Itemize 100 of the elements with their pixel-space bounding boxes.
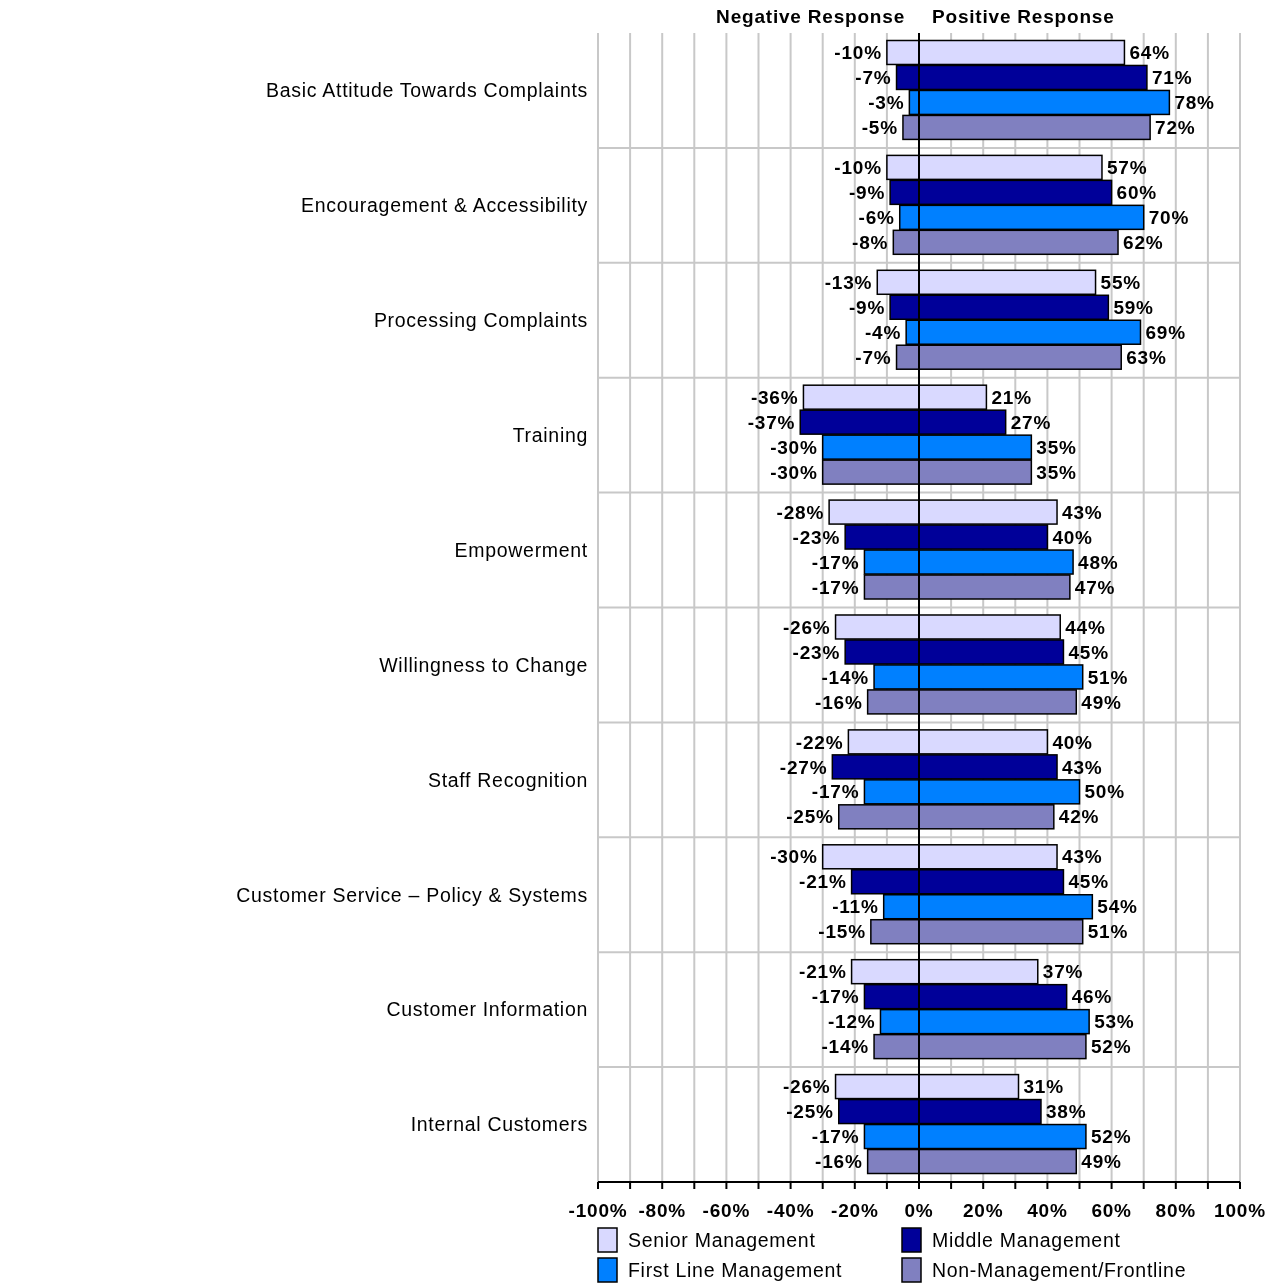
x-tick-label: 20% — [962, 1199, 1004, 1221]
data-label: 51% — [1087, 921, 1129, 943]
y-tick-label: Internal Customers — [410, 1113, 588, 1136]
data-label: -17% — [811, 576, 860, 598]
y-tick-label: Staff Recognition — [427, 768, 588, 791]
data-label: -3% — [868, 92, 905, 114]
data-label: 52% — [1090, 1126, 1132, 1148]
data-label: 51% — [1087, 666, 1129, 688]
data-label: -30% — [770, 846, 818, 868]
data-label: -16% — [815, 691, 863, 713]
data-label: -22% — [795, 731, 844, 753]
data-label: 70% — [1148, 206, 1190, 228]
data-label: 62% — [1123, 231, 1164, 253]
data-label: -14% — [821, 1036, 870, 1058]
x-tick-label: 80% — [1155, 1199, 1197, 1221]
data-label: 47% — [1074, 576, 1116, 598]
data-label: -17% — [811, 986, 860, 1008]
y-tick-label: Customer Service – Policy & Systems — [236, 883, 588, 906]
data-label: -28% — [776, 501, 825, 523]
data-label: -16% — [815, 1151, 863, 1173]
x-tick-label: -20% — [831, 1199, 879, 1221]
data-label: 72% — [1155, 117, 1196, 139]
data-label: 48% — [1078, 551, 1119, 573]
data-label: -17% — [811, 1126, 860, 1148]
data-label: 37% — [1042, 961, 1084, 983]
data-label: 44% — [1065, 616, 1106, 638]
x-tick-label: -60% — [702, 1199, 751, 1221]
data-label: 35% — [1036, 436, 1077, 458]
y-tick-label: Training — [512, 423, 588, 446]
data-label: 31% — [1023, 1076, 1064, 1098]
data-label: 69% — [1145, 321, 1186, 343]
legend-label: Non-Management/Frontline — [932, 1258, 1187, 1281]
data-label: -15% — [818, 921, 866, 943]
data-label: 54% — [1097, 896, 1138, 918]
data-label: -8% — [852, 231, 889, 253]
x-tick-label: 100% — [1214, 1199, 1266, 1221]
y-tick-label: Customer Information — [386, 998, 588, 1021]
data-label: 55% — [1100, 271, 1141, 293]
chart-title: Negative Response — [716, 5, 905, 27]
data-label: 40% — [1052, 526, 1093, 548]
data-label: 60% — [1116, 182, 1158, 204]
data-label: -14% — [821, 666, 870, 688]
data-label: -7% — [855, 67, 892, 89]
data-label: 64% — [1129, 42, 1170, 64]
data-label: 50% — [1084, 781, 1125, 803]
data-label: -37% — [747, 411, 796, 433]
data-label: -23% — [792, 526, 841, 548]
y-tick-label: Willingness to Change — [379, 653, 588, 676]
data-label: 45% — [1068, 641, 1109, 663]
data-label: 38% — [1045, 1101, 1087, 1123]
data-label: -7% — [855, 346, 892, 368]
y-tick-label: Basic Attitude Towards Complaints — [266, 79, 588, 102]
data-label: 43% — [1062, 756, 1103, 778]
legend-label: First Line Management — [628, 1258, 843, 1281]
data-label: 52% — [1090, 1036, 1132, 1058]
data-label: -10% — [834, 157, 882, 179]
data-label: -21% — [799, 871, 847, 893]
chart-title: Positive Response — [932, 5, 1115, 27]
x-tick-label: -100% — [568, 1199, 628, 1221]
data-label: -17% — [811, 551, 860, 573]
data-label: -13% — [824, 271, 873, 293]
y-tick-label: Encouragement & Accessibility — [301, 194, 588, 217]
data-label: 59% — [1113, 296, 1154, 318]
y-tick-label: Processing Complaints — [373, 309, 588, 332]
data-label: 57% — [1106, 157, 1148, 179]
data-label: -25% — [786, 806, 834, 828]
data-label: -17% — [811, 781, 860, 803]
legend-label: Senior Management — [628, 1228, 816, 1251]
data-label: 46% — [1071, 986, 1113, 1008]
data-label: -25% — [786, 1101, 834, 1123]
data-label: -11% — [832, 896, 879, 918]
data-label: -9% — [848, 296, 886, 318]
x-tick-label: -80% — [638, 1199, 686, 1221]
y-tick-label: Empowerment — [454, 538, 588, 561]
data-label: -36% — [750, 386, 799, 408]
data-label: -10% — [834, 42, 882, 64]
data-label: -4% — [864, 321, 902, 343]
data-label: -12% — [827, 1011, 876, 1033]
data-label: -5% — [861, 117, 898, 139]
data-label: 27% — [1010, 411, 1052, 433]
x-tick-label: 60% — [1091, 1199, 1132, 1221]
legend-label: Middle Management — [932, 1228, 1121, 1251]
data-label: -21% — [799, 961, 847, 983]
data-label: 21% — [991, 386, 1032, 408]
x-tick-label: 0% — [904, 1199, 934, 1221]
data-label: 49% — [1081, 1151, 1122, 1173]
data-label: 40% — [1052, 731, 1093, 753]
data-label: -30% — [770, 436, 818, 458]
x-tick-label: 40% — [1027, 1199, 1068, 1221]
data-label: 45% — [1068, 871, 1109, 893]
data-label: 63% — [1126, 346, 1167, 368]
data-label: -23% — [792, 641, 841, 663]
data-label: -6% — [858, 206, 895, 228]
data-label: -26% — [782, 616, 831, 638]
data-label: -30% — [770, 461, 818, 483]
data-label: 42% — [1058, 806, 1100, 828]
data-label: 43% — [1062, 501, 1103, 523]
data-label: 43% — [1062, 846, 1103, 868]
data-label: 35% — [1036, 461, 1077, 483]
data-label: 71% — [1151, 67, 1193, 89]
